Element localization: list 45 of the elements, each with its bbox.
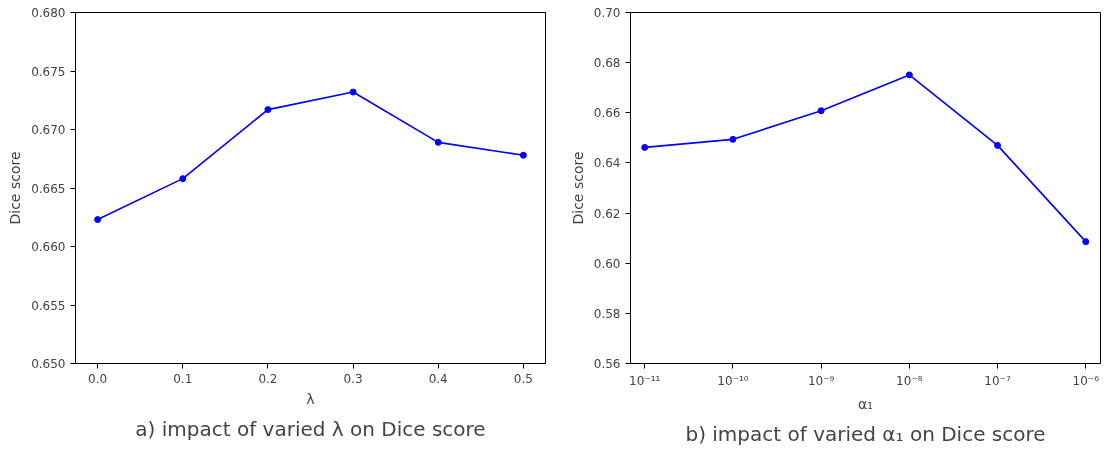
point bbox=[641, 143, 649, 151]
y-tick-label: 0.680 bbox=[31, 6, 66, 20]
y-tick-label: 0.655 bbox=[31, 298, 66, 313]
y-tick-label: 0.66 bbox=[593, 106, 621, 121]
x-tick-label: 0.1 bbox=[173, 371, 193, 386]
y-axis-title: Dice score bbox=[7, 151, 24, 225]
point bbox=[434, 138, 442, 146]
y-tick-label: 0.58 bbox=[593, 306, 621, 321]
y-tick-label: 0.62 bbox=[593, 206, 621, 221]
point bbox=[349, 88, 357, 96]
y-tick-label: 0.56 bbox=[593, 357, 621, 371]
y-axis-title: Dice score bbox=[569, 151, 586, 225]
point bbox=[817, 107, 825, 115]
x-axis-title: α₁ bbox=[858, 395, 873, 412]
x-tick-label: 0.3 bbox=[343, 371, 363, 386]
x-axis-title: λ bbox=[306, 390, 315, 407]
y-tick-label: 0.70 bbox=[593, 6, 621, 20]
y-tick-label: 0.675 bbox=[31, 64, 66, 79]
y-tick-label: 0.665 bbox=[31, 181, 66, 196]
point bbox=[729, 135, 737, 143]
y-tick-label: 0.650 bbox=[31, 357, 66, 371]
point bbox=[179, 175, 187, 183]
text: b) impact of varied α₁ on Dice score bbox=[685, 421, 1046, 446]
x-tick-label: 10⁻⁸ bbox=[896, 373, 923, 388]
y-tick-label: 0.68 bbox=[593, 56, 621, 71]
x-tick-label: 0.5 bbox=[513, 371, 533, 386]
x-tick-label: 10⁻¹¹ bbox=[629, 373, 661, 388]
y-tick-label: 0.670 bbox=[31, 123, 66, 137]
x-tick-label: 10⁻⁶ bbox=[1072, 373, 1100, 388]
y-tick-label: 0.660 bbox=[31, 240, 66, 254]
x-tick-label: 0.0 bbox=[88, 371, 108, 386]
point bbox=[905, 71, 913, 79]
point bbox=[519, 151, 527, 159]
y-tick-label: 0.60 bbox=[593, 256, 621, 271]
x-tick-label: 0.4 bbox=[428, 371, 448, 386]
x-tick-label: 10⁻¹⁰ bbox=[717, 373, 749, 388]
point bbox=[1082, 238, 1090, 246]
point bbox=[264, 106, 272, 114]
x-tick-label: 10⁻⁹ bbox=[807, 373, 835, 388]
x-tick-label: 10⁻⁷ bbox=[984, 373, 1011, 388]
y-tick-label: 0.64 bbox=[593, 156, 621, 171]
point bbox=[94, 216, 102, 224]
point bbox=[994, 141, 1002, 149]
text: a) impact of varied λ on Dice score bbox=[135, 416, 486, 441]
x-tick-label: 0.2 bbox=[258, 371, 278, 386]
